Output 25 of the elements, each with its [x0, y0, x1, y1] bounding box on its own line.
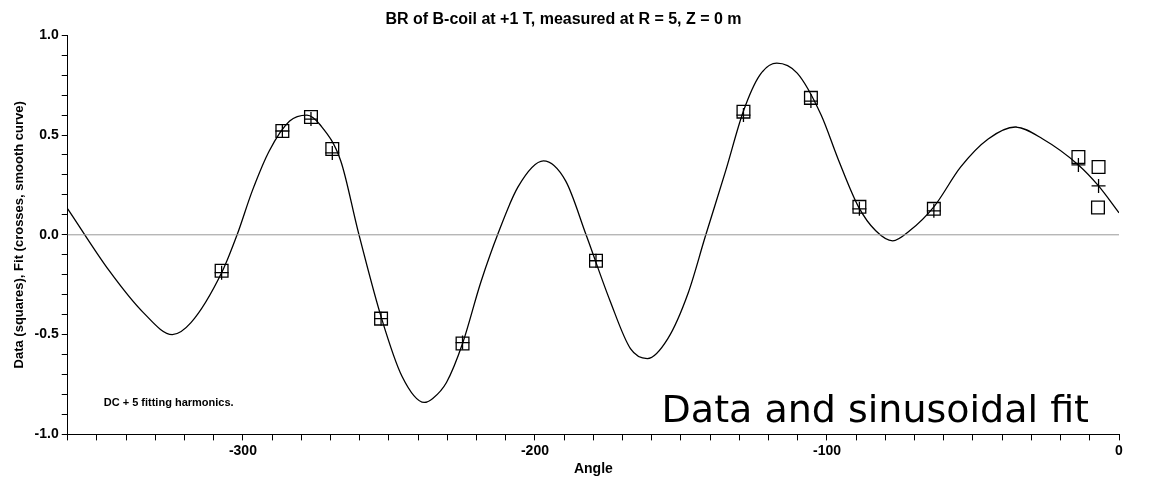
point: [803, 90, 818, 105]
x-axis-title: Angle: [573, 460, 614, 477]
x-tick-label: -300: [228, 441, 258, 458]
point: [1070, 157, 1087, 173]
point: [1091, 159, 1106, 174]
y-tick-label: -0.5: [34, 325, 59, 342]
x-tick-label: -200: [520, 441, 550, 458]
x-tick-label: -100: [812, 441, 842, 458]
point: [325, 141, 340, 156]
point: [1071, 149, 1086, 164]
point: [324, 145, 340, 161]
y-tick-label: 1.0: [39, 26, 59, 43]
point: [735, 107, 752, 123]
point: [803, 93, 819, 109]
y-axis-title: Data (squares), Fit (crosses, smooth curve): [11, 101, 27, 369]
annotation: DC + 5 fitting harmonics.: [103, 396, 234, 409]
point: [1090, 178, 1107, 194]
chart-title: BR of B-coil at +1 T, measured at R = 5, Z = 0 m: [385, 10, 742, 28]
x-tick-label: 0: [1115, 441, 1124, 458]
point: [1090, 200, 1105, 215]
y-tick-label: -1.0: [34, 425, 59, 442]
annotation: Data and sinusoidal fit: [661, 387, 1089, 432]
y-tick-label: 0.5: [39, 125, 59, 142]
point: [736, 104, 751, 119]
y-tick-label: 0.0: [39, 225, 59, 242]
